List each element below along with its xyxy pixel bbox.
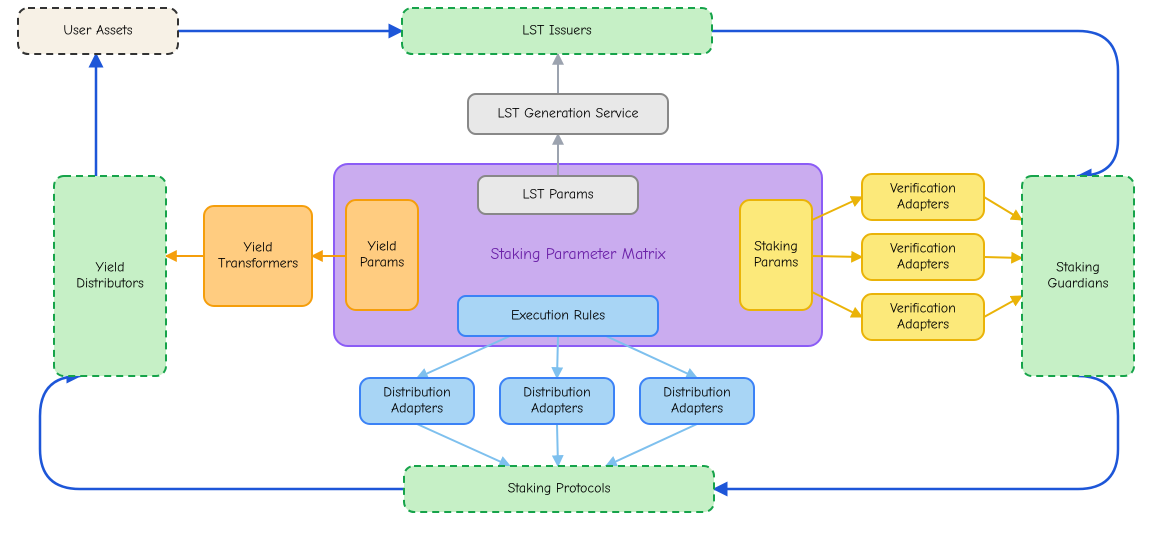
- node-verif2: VerificationAdapters: [862, 234, 984, 280]
- label-staking_guard: Guardians: [1048, 274, 1109, 291]
- node-yield_dist: YieldDistributors: [54, 176, 166, 376]
- label-dist1: Distribution: [383, 383, 451, 400]
- label-verif3: Adapters: [897, 315, 949, 332]
- label-user_assets: User Assets: [63, 21, 132, 38]
- node-user_assets: User Assets: [18, 8, 178, 54]
- edge-d2_to_sp: [557, 424, 558, 466]
- label-yield_dist: Yield: [96, 258, 125, 275]
- label-verif1: Verification: [890, 179, 956, 196]
- label-lst_issuers: LST Issuers: [522, 21, 592, 38]
- label-dist3: Distribution: [663, 383, 731, 400]
- label-yield_params: Yield: [368, 237, 397, 254]
- edge-sg_to_sp: [714, 376, 1118, 489]
- edge-d3_to_sp: [606, 424, 697, 466]
- label-verif1: Adapters: [897, 195, 949, 212]
- label-staking_params: Params: [754, 253, 799, 270]
- label-dist2: Adapters: [531, 399, 583, 416]
- edge-v2_to_sg: [984, 257, 1022, 258]
- node-yield_trans: YieldTransformers: [204, 206, 312, 306]
- label-dist3: Adapters: [671, 399, 723, 416]
- label-staking_guard: Staking: [1056, 258, 1100, 275]
- node-dist3: DistributionAdapters: [640, 378, 754, 424]
- label-dist1: Adapters: [391, 399, 443, 416]
- node-lst_gen: LST Generation Service: [468, 94, 668, 134]
- node-dist1: DistributionAdapters: [360, 378, 474, 424]
- label-yield_dist: Distributors: [76, 274, 144, 291]
- label-verif3: Verification: [890, 299, 956, 316]
- node-yield_params: YieldParams: [346, 200, 418, 310]
- label-lst_gen: LST Generation Service: [497, 104, 638, 121]
- node-staking_params: StakingParams: [740, 200, 812, 310]
- edge-sp_to_v2: [812, 256, 862, 257]
- label-staking_params: Staking: [754, 237, 798, 254]
- label-verif2: Verification: [890, 239, 956, 256]
- label-verif2: Adapters: [897, 255, 949, 272]
- node-verif1: VerificationAdapters: [862, 174, 984, 220]
- edge-sp_to_yd: [40, 376, 404, 489]
- label-lst_params: LST Params: [522, 185, 593, 202]
- edge-v1_to_sg: [984, 197, 1022, 220]
- node-lst_params: LST Params: [478, 176, 638, 214]
- label-dist2: Distribution: [523, 383, 591, 400]
- node-lst_issuers: LST Issuers: [402, 8, 712, 54]
- label-staking_proto: Staking Protocols: [508, 479, 611, 496]
- node-staking_guard: StakingGuardians: [1022, 176, 1134, 376]
- edge-d1_to_sp: [417, 424, 510, 466]
- edge-er_to_d2: [557, 336, 558, 378]
- edge-v3_to_sg: [984, 296, 1022, 317]
- diagram-canvas: User Assets LST Issuers LST Generation Ser…: [0, 0, 1149, 535]
- label-matrix: Staking Parameter Matrix: [491, 245, 666, 263]
- label-yield_params: Params: [360, 253, 405, 270]
- node-exec_rules: Execution Rules: [458, 296, 658, 336]
- node-staking_proto: Staking Protocols: [404, 466, 714, 512]
- edge-lst_to_sg: [712, 31, 1118, 176]
- label-exec_rules: Execution Rules: [511, 306, 605, 323]
- label-yield_trans: Transformers: [218, 254, 298, 271]
- node-dist2: DistributionAdapters: [500, 378, 614, 424]
- node-verif3: VerificationAdapters: [862, 294, 984, 340]
- label-yield_trans: Yield: [244, 238, 273, 255]
